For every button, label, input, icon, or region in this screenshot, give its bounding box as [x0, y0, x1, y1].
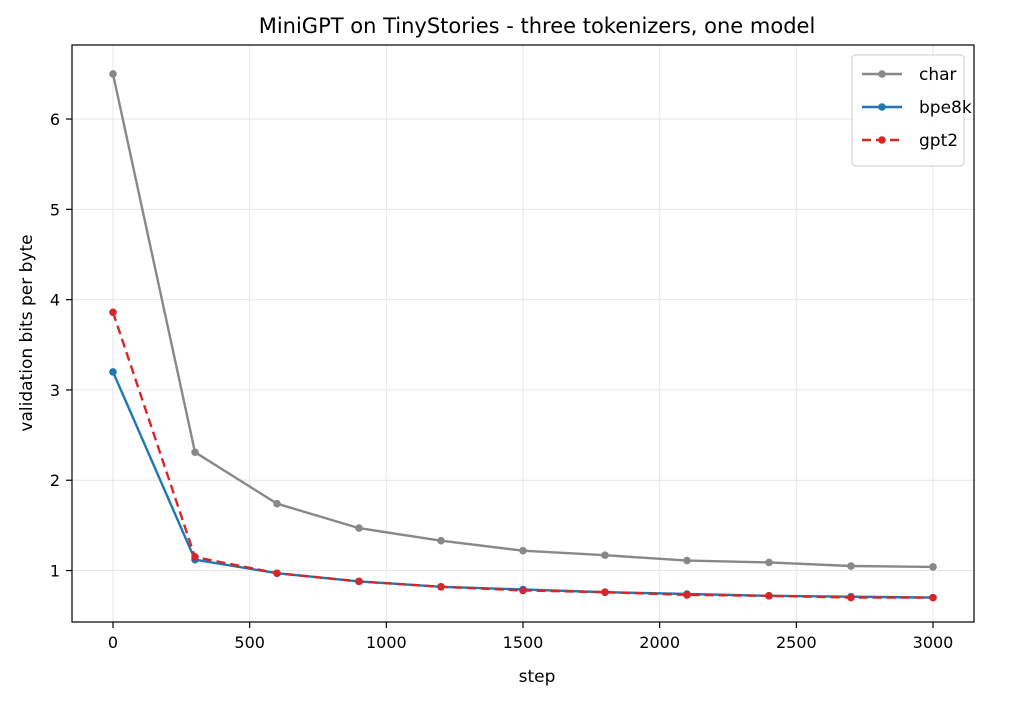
legend-marker-gpt2 — [878, 136, 886, 144]
legend: char bpe8k gpt2 — [851, 54, 972, 167]
legend-label-gpt2: gpt2 — [919, 131, 958, 151]
x-tick-label: 3000 — [913, 633, 954, 652]
data-point-gpt2 — [437, 582, 445, 591]
data-point-gpt2 — [847, 593, 855, 602]
series-lines — [109, 70, 937, 602]
data-point-char — [355, 524, 363, 532]
data-point-char — [847, 562, 855, 570]
legend-label-bpe8k: bpe8k — [919, 98, 972, 118]
data-point-gpt2 — [109, 308, 117, 317]
y-tick-label: 1 — [50, 562, 60, 581]
x-tick-label: 1000 — [366, 633, 407, 652]
y-axis-label: validation bits per byte — [17, 234, 37, 431]
data-point-gpt2 — [519, 586, 527, 595]
data-point-char — [273, 499, 281, 508]
legend-label-char: char — [919, 65, 957, 85]
y-tick-label: 6 — [50, 110, 60, 129]
data-point-char — [929, 563, 937, 571]
x-tick-label: 2000 — [639, 633, 680, 652]
data-point-gpt2 — [191, 553, 199, 561]
x-tick-label: 0 — [108, 633, 118, 652]
y-tick-label: 3 — [50, 381, 60, 400]
data-point-char — [519, 546, 527, 555]
data-point-char — [109, 70, 117, 78]
data-point-char — [191, 448, 199, 457]
data-point-gpt2 — [355, 577, 363, 586]
y-tick-label: 4 — [50, 291, 60, 310]
data-point-gpt2 — [273, 569, 281, 578]
data-point-char — [601, 551, 609, 559]
legend-marker-bpe8k — [878, 103, 886, 111]
data-point-gpt2 — [601, 588, 609, 597]
legend-marker-char — [878, 70, 886, 78]
x-tick-label: 2500 — [776, 633, 817, 652]
data-point-gpt2 — [929, 593, 937, 602]
chart-title: MiniGPT on TinyStories - three tokenizer… — [259, 14, 816, 38]
data-point-bpe8k — [109, 368, 117, 376]
grid — [72, 45, 974, 622]
x-axis-label: step — [519, 667, 556, 687]
x-tick-label: 1500 — [503, 633, 544, 652]
x-tick-label: 500 — [234, 633, 265, 652]
y-tick-label: 5 — [50, 200, 60, 219]
data-point-char — [765, 558, 773, 567]
y-tick-label: 2 — [50, 471, 60, 490]
data-point-gpt2 — [683, 591, 691, 599]
data-point-char — [683, 556, 691, 565]
axis-ticks: 0 500 1000 1500 2000 2500 3000 1 2 3 4 5 6 — [50, 110, 954, 652]
data-point-gpt2 — [765, 592, 773, 600]
data-point-char — [437, 536, 445, 545]
